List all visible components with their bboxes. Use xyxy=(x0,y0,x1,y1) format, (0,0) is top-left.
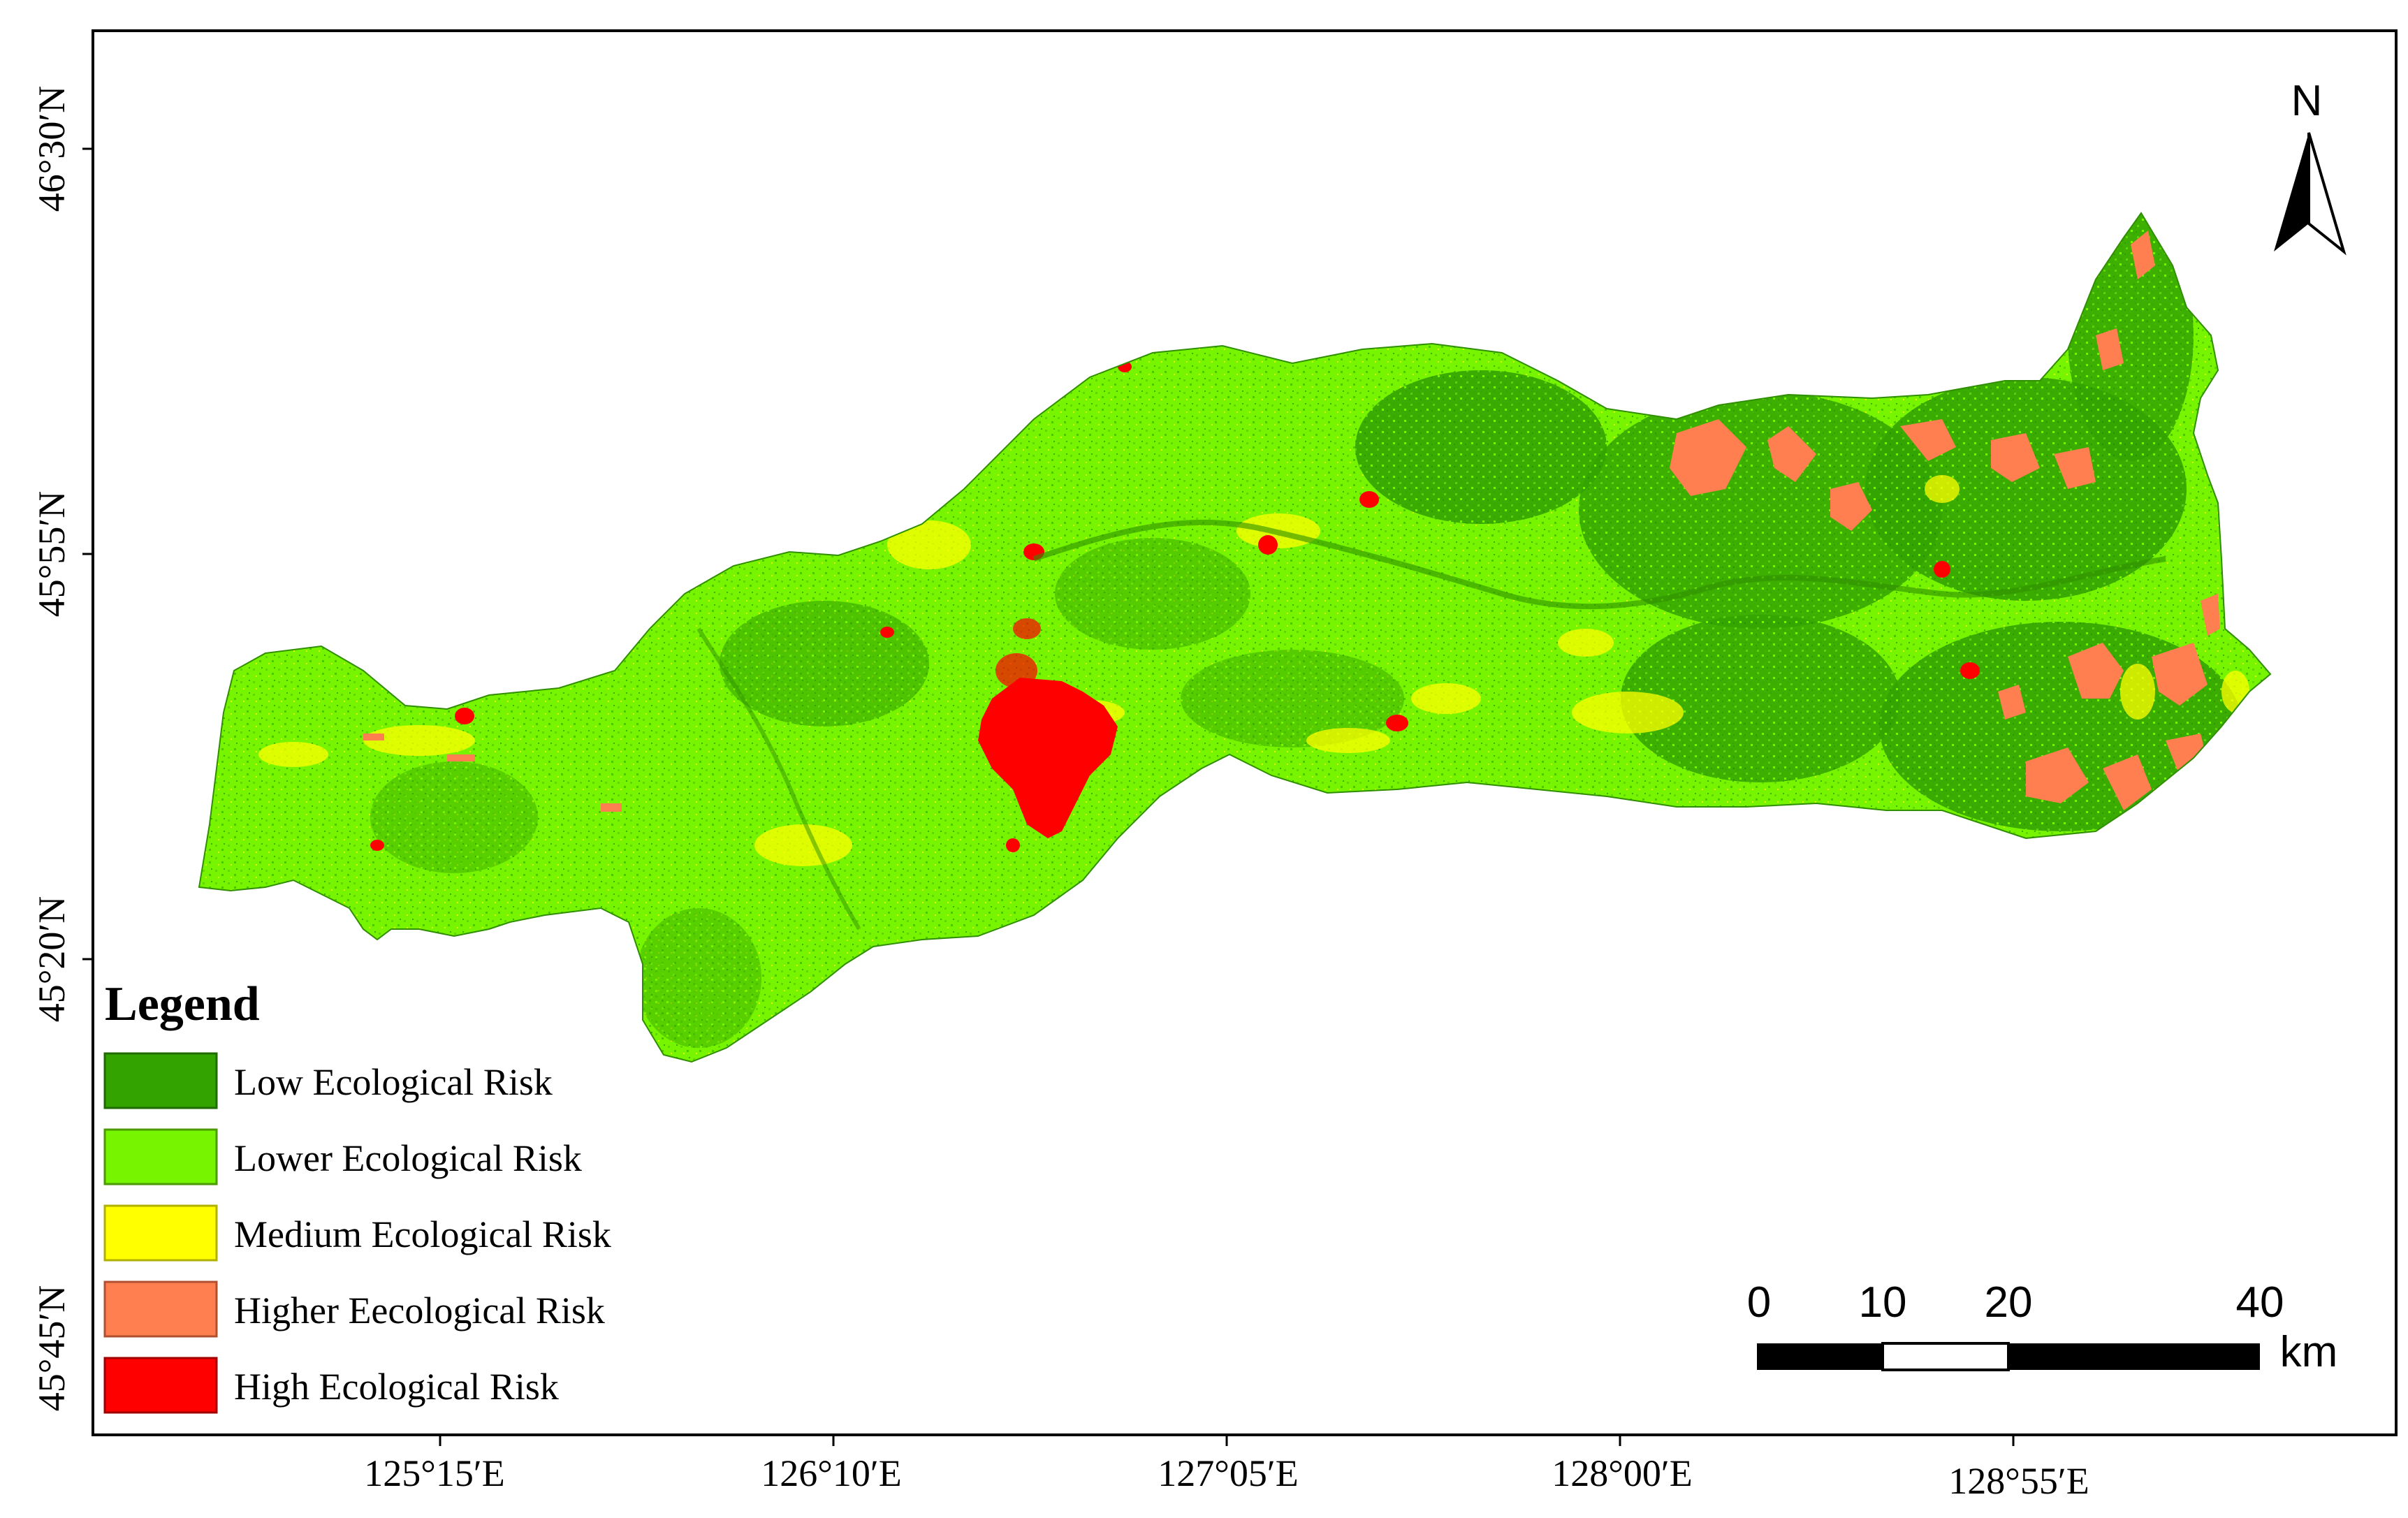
y-tick-label: 45°20′N xyxy=(31,896,73,1022)
legend: Legend Low Ecological Risk Lower Ecologi… xyxy=(103,977,611,1414)
x-axis-ticks xyxy=(439,1435,2015,1446)
scale-label: 0 xyxy=(1747,1278,1771,1327)
legend-title: Legend xyxy=(105,977,260,1031)
scale-label: 10 xyxy=(1859,1278,1907,1327)
y-tick-label: 46°30′N xyxy=(31,86,73,212)
legend-swatch xyxy=(103,1052,218,1109)
scale-bar: 0 10 20 40 km xyxy=(1747,1278,2338,1376)
urban-core xyxy=(978,678,1118,838)
high-risk-zones xyxy=(370,361,1980,852)
legend-label: High Ecological Risk xyxy=(234,1366,559,1408)
north-arrow-label: N xyxy=(2291,77,2323,125)
y-axis-tick-labels: 46°30′N 45°55′N 45°20′N 45°45′N xyxy=(31,86,73,1411)
legend-item: Higher Eecological Risk xyxy=(103,1280,605,1338)
y-axis-ticks xyxy=(82,147,93,961)
x-axis-tick-labels: 125°15′E 126°10′E 127°05′E 128°00′E 128°… xyxy=(364,1452,2089,1502)
scale-label: 40 xyxy=(2236,1278,2284,1327)
higher-risk-zones xyxy=(363,231,2220,812)
river xyxy=(1032,519,2166,610)
legend-item: Low Ecological Risk xyxy=(103,1052,553,1109)
x-tick-label: 125°15′E xyxy=(364,1452,504,1494)
legend-label: Higher Eecological Risk xyxy=(234,1290,605,1331)
x-tick-label: 128°00′E xyxy=(1552,1452,1692,1494)
legend-label: Low Ecological Risk xyxy=(234,1061,553,1103)
y-tick-label: 45°55′N xyxy=(31,491,73,617)
scale-unit: km xyxy=(2280,1328,2338,1376)
legend-item: Medium Ecological Risk xyxy=(103,1204,611,1262)
legend-swatch xyxy=(103,1280,218,1338)
scale-label: 20 xyxy=(1985,1278,2033,1327)
legend-item: High Ecological Risk xyxy=(103,1357,559,1414)
legend-swatch xyxy=(103,1204,218,1262)
x-tick-label: 126°10′E xyxy=(761,1452,901,1494)
legend-swatch xyxy=(103,1128,218,1185)
north-arrow: N xyxy=(2274,77,2347,256)
x-tick-label: 128°55′E xyxy=(1948,1460,2089,1502)
legend-item: Lower Ecological Risk xyxy=(103,1128,582,1185)
legend-swatch xyxy=(103,1357,218,1414)
x-tick-label: 127°05′E xyxy=(1158,1452,1298,1494)
y-tick-label: 45°45′N xyxy=(31,1285,73,1411)
legend-label: Lower Ecological Risk xyxy=(234,1137,582,1179)
legend-label: Medium Ecological Risk xyxy=(234,1213,611,1255)
north-arrow-icon xyxy=(2274,133,2309,251)
